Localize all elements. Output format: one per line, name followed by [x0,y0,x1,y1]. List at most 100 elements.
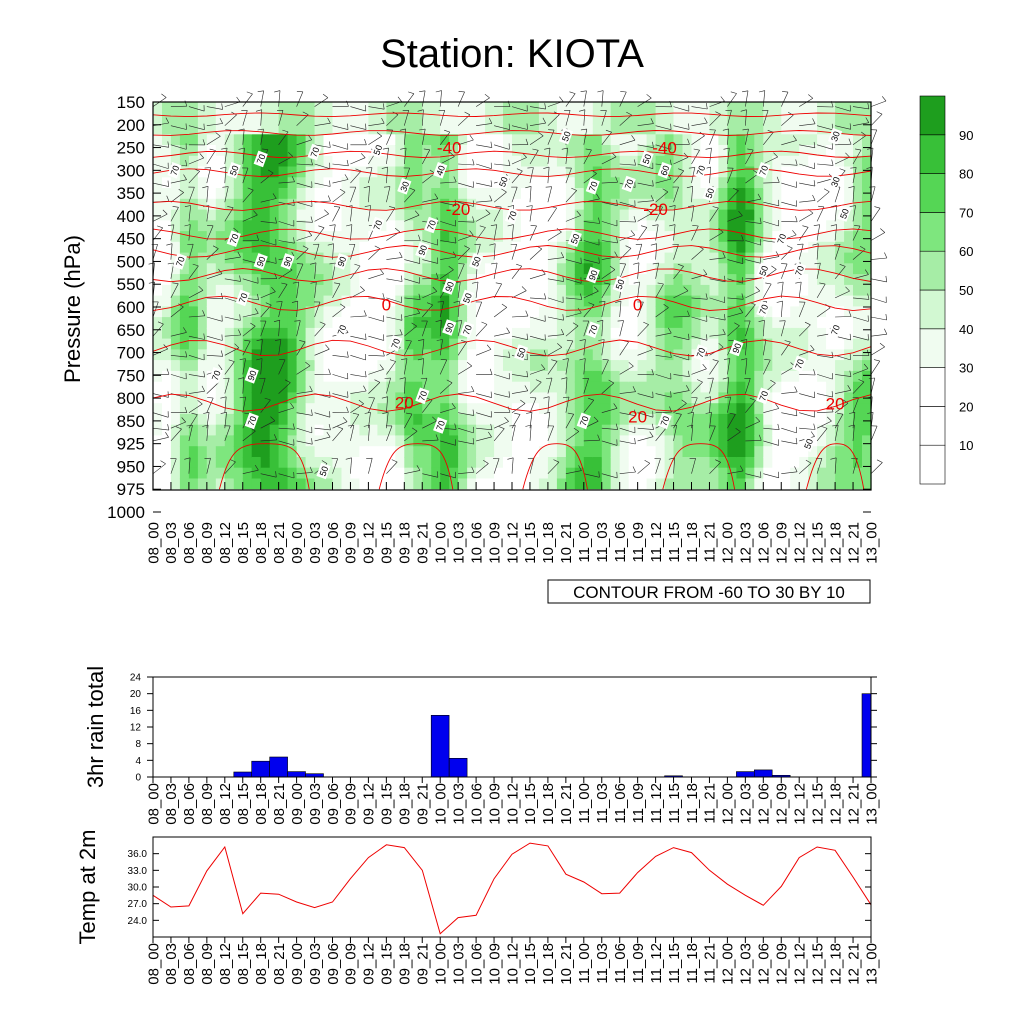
rain-bar [754,770,772,777]
humidity-cell [790,156,800,167]
time-tick-label: 08_00 [145,783,162,825]
humidity-cell [458,124,468,135]
humidity-cell [342,349,352,360]
humidity-cell [342,446,352,457]
humidity-cell [512,457,522,468]
humidity-cell [243,317,253,328]
humidity-cell [772,220,782,231]
humidity-cell [386,425,396,436]
humidity-cell [189,371,199,382]
humidity-cell [252,285,262,296]
humidity-cell [772,145,782,156]
humidity-cell [718,468,728,479]
humidity-cell [826,210,836,221]
humidity-cell [781,425,791,436]
humidity-cell [485,199,495,210]
humidity-cell [701,446,711,457]
humidity-cell [404,134,414,145]
humidity-cell [862,468,872,479]
humidity-cell [710,306,720,317]
humidity-cell [350,328,360,339]
humidity-cell [279,296,289,307]
humidity-cell [234,382,244,393]
humidity-cell [718,188,728,199]
humidity-cell [620,156,630,167]
humidity-cell [431,177,441,188]
humidity-cell [171,220,181,231]
humidity-cell [395,156,405,167]
time-tick-label: 11_18 [684,783,701,824]
humidity-cell [324,263,334,274]
humidity-cell [539,479,549,490]
humidity-cell [853,199,863,210]
humidity-cell [853,242,863,253]
humidity-cell [799,382,809,393]
humidity-cell [817,242,827,253]
humidity-cell [575,339,585,350]
humidity-cell [422,403,432,414]
humidity-cell [727,371,737,382]
humidity-cell [772,285,782,296]
humidity-cell [665,113,675,124]
humidity-cell [395,220,405,231]
humidity-cell [557,403,567,414]
humidity-cell [431,479,441,490]
humidity-cell [629,210,639,221]
humidity-cell [799,199,809,210]
humidity-cell [772,317,782,328]
humidity-cell [207,339,217,350]
humidity-cell [862,210,872,221]
humidity-cell [727,296,737,307]
colorbar-label: 40 [959,322,973,337]
humidity-cell [306,414,316,425]
humidity-cell [225,134,235,145]
humidity-cell [701,479,711,490]
wind-barb-flag [570,92,576,94]
humidity-cell [736,468,746,479]
humidity-cell [180,199,190,210]
humidity-cell [754,371,764,382]
humidity-cell [799,317,809,328]
humidity-cell [781,145,791,156]
humidity-cell [440,457,450,468]
humidity-cell [557,468,567,479]
humidity-cell [476,242,486,253]
humidity-cell [512,371,522,382]
humidity-cell [216,124,226,135]
humidity-cell [297,124,307,135]
humidity-cell [306,435,316,446]
humidity-cell [476,317,486,328]
humidity-cell [727,392,737,403]
time-tick-label: 08_03 [163,783,180,825]
humidity-cell [342,242,352,253]
humidity-cell [252,468,262,479]
humidity-cell [826,382,836,393]
humidity-cell [710,296,720,307]
humidity-cell [234,188,244,199]
humidity-cell [413,167,423,178]
humidity-cell [674,479,684,490]
humidity-cell [333,446,343,457]
humidity-cell [431,371,441,382]
humidity-cell [279,317,289,328]
humidity-cell [790,468,800,479]
humidity-cell [754,403,764,414]
humidity-cell [584,253,594,264]
humidity-cell [566,306,576,317]
humidity-cell [638,349,648,360]
humidity-cell [359,296,369,307]
humidity-cell [324,285,334,296]
humidity-cell [333,145,343,156]
humidity-cell [862,253,872,264]
humidity-cell [674,457,684,468]
humidity-cell [225,306,235,317]
humidity-cell [683,113,693,124]
humidity-cell [225,468,235,479]
humidity-cell [754,360,764,371]
humidity-cell [333,220,343,231]
humidity-cell [503,479,513,490]
colorbar-label: 30 [959,361,973,376]
humidity-cell [485,253,495,264]
wind-barb-flag [874,360,880,362]
humidity-cell [467,113,477,124]
